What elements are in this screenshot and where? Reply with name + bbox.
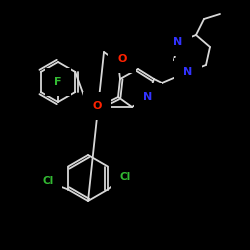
Text: O: O — [117, 54, 127, 64]
Text: F: F — [54, 77, 62, 87]
Text: N: N — [184, 67, 192, 77]
Text: N: N — [174, 37, 182, 47]
Text: Cl: Cl — [119, 172, 130, 182]
Text: N: N — [144, 92, 152, 102]
Text: Cl: Cl — [42, 176, 54, 186]
Text: O: O — [92, 101, 102, 111]
